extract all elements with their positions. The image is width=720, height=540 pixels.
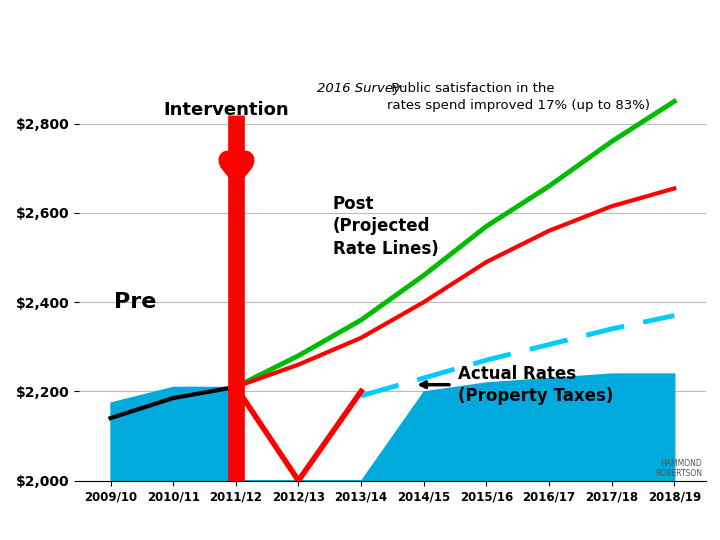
Text: RATES Results: RATES Results bbox=[214, 16, 506, 49]
Text: HAMMOND
ROBERTSON: HAMMOND ROBERTSON bbox=[655, 459, 703, 478]
Text: Pre: Pre bbox=[114, 292, 156, 312]
Text: Actual Rates
(Property Taxes): Actual Rates (Property Taxes) bbox=[458, 364, 613, 405]
Text: Post
(Projected
Rate Lines): Post (Projected Rate Lines) bbox=[333, 195, 438, 258]
Text: ♥: ♥ bbox=[213, 149, 258, 197]
Text: 2016 Survey:: 2016 Survey: bbox=[318, 82, 405, 95]
Text: Intervention: Intervention bbox=[163, 102, 289, 119]
Text: Public satisfaction in the
rates spend improved 17% (up to 83%): Public satisfaction in the rates spend i… bbox=[387, 82, 650, 112]
